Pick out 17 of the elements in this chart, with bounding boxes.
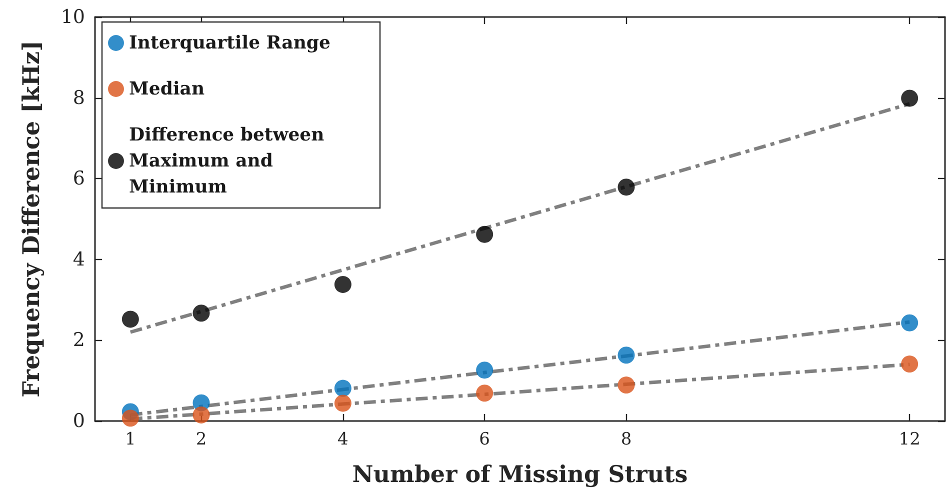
x-tick-label: 4 <box>338 430 348 450</box>
y-axis-title: Frequency Difference [kHz] <box>18 40 45 398</box>
x-tick-label: 1 <box>125 430 136 450</box>
x-tick-label: 2 <box>196 430 207 450</box>
y-tick-label: 10 <box>60 6 85 28</box>
y-tick-label: 4 <box>72 248 85 270</box>
y-tick-label: 8 <box>72 86 85 109</box>
legend-label: Difference between Maximum and Minimum <box>129 124 330 198</box>
legend-label: Median <box>129 78 205 100</box>
y-tick-label: 2 <box>72 329 85 352</box>
x-tick-label: 6 <box>479 430 490 450</box>
legend-label: Interquartile Range <box>129 32 330 54</box>
x-axis-title: Number of Missing Struts <box>352 461 688 488</box>
y-tick-label: 0 <box>72 410 85 432</box>
x-tick-label: 8 <box>620 430 632 450</box>
x-tick-label: 12 <box>898 430 920 450</box>
y-tick-label: 6 <box>72 168 85 190</box>
